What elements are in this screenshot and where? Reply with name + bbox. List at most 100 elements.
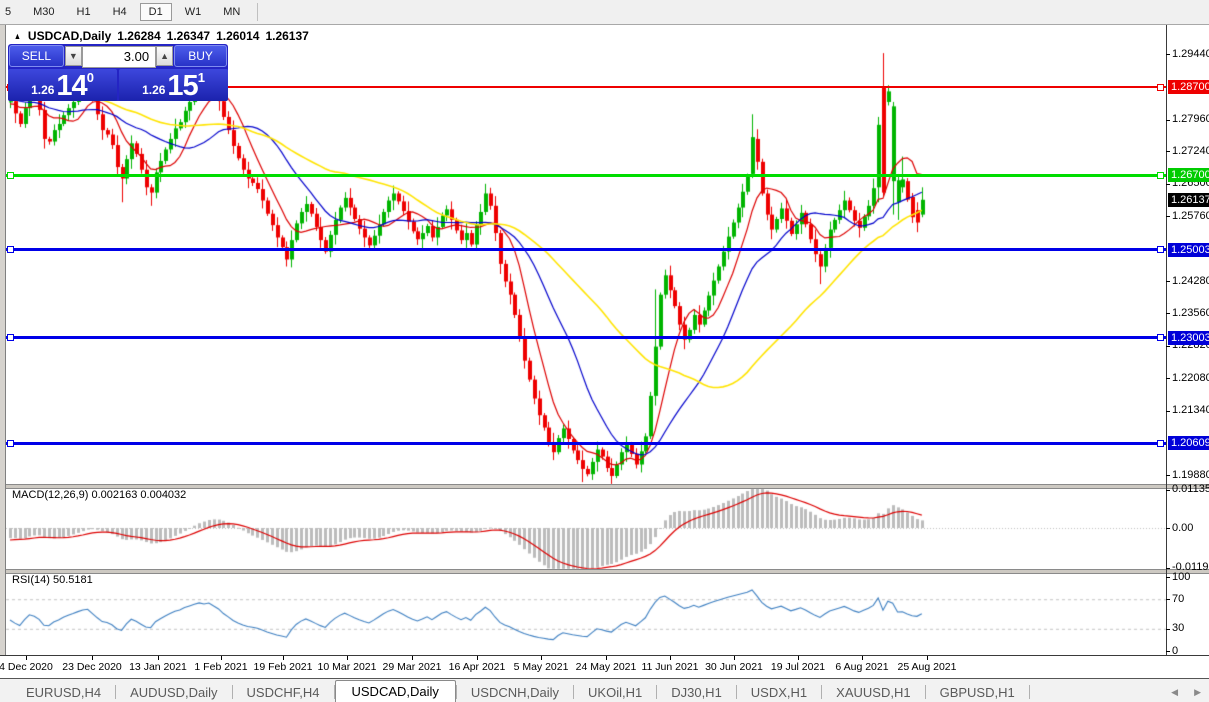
window-left-border	[5, 24, 6, 678]
buy-price-display[interactable]: 1.26 15 1	[119, 69, 228, 101]
macd-indicator-label: MACD(12,26,9) 0.002163 0.004032	[12, 489, 187, 501]
timeframe-button-mn[interactable]: MN	[223, 6, 241, 18]
tab-separator	[821, 685, 823, 699]
price-axis-tick-label: 1.27960	[1172, 113, 1209, 126]
one-click-collapse-icon[interactable]: ▲	[13, 31, 22, 41]
macd-axis-tick	[1166, 489, 1170, 491]
price-axis-tick	[1166, 378, 1170, 380]
tab-separator	[735, 685, 737, 699]
price-axis-tick	[1166, 281, 1170, 283]
buy-price-point: 1	[197, 70, 205, 85]
date-axis-label: 10 Mar 2021	[317, 661, 377, 673]
date-axis-label: 13 Jan 2021	[129, 661, 187, 673]
chart-tab-bar: EURUSD,H4 AUDUSD,Daily USDCHF,H4 USDCAD,Dai…	[0, 678, 1209, 702]
timeframe-button-h4[interactable]: H4	[112, 6, 127, 18]
rsi-axis-label: 70	[1172, 592, 1185, 605]
support-line-1-anchor[interactable]	[1157, 246, 1164, 254]
timeframe-button-h1[interactable]: H1	[76, 6, 91, 18]
rsi-indicator-label: RSI(14) 50.5181	[12, 574, 93, 586]
price-axis-tick	[1166, 345, 1170, 347]
price-axis-tick	[1166, 475, 1170, 477]
chart-tab-usdcnh-daily[interactable]: USDCNH,Daily	[470, 685, 560, 700]
support-line-3-anchor[interactable]	[7, 439, 14, 447]
timeframe-button-5[interactable]: 5	[5, 6, 12, 18]
price-axis-tick	[1166, 183, 1170, 185]
pivot-line[interactable]	[6, 171, 1166, 179]
macd-axis-label: 0.00	[1172, 521, 1194, 534]
date-axis-tick	[862, 656, 863, 660]
date-axis-tick	[412, 656, 413, 660]
toolbar-separator	[257, 3, 259, 21]
buy-price-pips: 15	[167, 70, 198, 102]
chart-tab-eurusd-h4[interactable]: EURUSD,H4	[26, 685, 102, 700]
date-axis-label: 23 Dec 2020	[62, 661, 122, 673]
support-line-2[interactable]	[6, 334, 1166, 342]
resistance-line-anchor[interactable]	[1157, 83, 1164, 91]
date-axis-label: 1 Feb 2021	[194, 661, 248, 673]
date-axis-tick	[26, 656, 27, 660]
chart-title: ▲ USDCAD,Daily 1.26284 1.26347 1.26014 1…	[13, 29, 309, 43]
tab-separator	[455, 685, 457, 699]
support-line-2-anchor[interactable]	[1157, 334, 1164, 342]
chart-tab-ukoil-h1[interactable]: UKOil,H1	[588, 685, 643, 700]
price-axis-tick	[1166, 151, 1170, 153]
chart-tab-usdx-h1[interactable]: USDX,H1	[750, 685, 808, 700]
timeframe-button-m30[interactable]: M30	[33, 6, 55, 18]
ohlc-high: 1.26347	[166, 29, 211, 43]
chart-tab-audusd-daily[interactable]: AUDUSD,Daily	[130, 685, 218, 700]
volume-input[interactable]: 3.00	[81, 46, 157, 68]
volume-increase-button[interactable]: ▲	[156, 46, 174, 66]
line-price-label: 1.25003	[1168, 242, 1209, 257]
price-axis-tick-label: 1.22080	[1172, 371, 1209, 384]
chart-tab-gbpusd-h1[interactable]: GBPUSD,H1	[939, 685, 1015, 700]
price-axis-tick	[1166, 54, 1170, 56]
support-line-1-anchor[interactable]	[7, 246, 14, 254]
date-axis-label: 24 May 2021	[575, 661, 637, 673]
price-axis-separator	[1166, 25, 1167, 656]
date-axis-tick	[734, 656, 735, 660]
tab-scroll-left-icon[interactable]: ◀	[1171, 687, 1179, 697]
pivot-line-anchor[interactable]	[7, 171, 14, 179]
macd-pane-splitter[interactable]	[6, 484, 1209, 489]
price-axis-tick-label: 1.25760	[1172, 209, 1209, 222]
support-line-3-anchor[interactable]	[1157, 439, 1164, 447]
date-axis-label: 30 Jun 2021	[705, 661, 763, 673]
buy-button[interactable]: BUY	[174, 45, 227, 67]
support-line-1[interactable]	[6, 246, 1166, 254]
date-axis-tick	[798, 656, 799, 660]
sell-price-point: 0	[86, 70, 94, 85]
chart-tab-usdcad-daily[interactable]: USDCAD,Daily	[334, 680, 456, 702]
ohlc-open: 1.26284	[117, 29, 161, 43]
tab-separator	[231, 685, 233, 699]
timeframe-button-w1[interactable]: W1	[184, 6, 202, 18]
support-line-2-anchor[interactable]	[7, 334, 14, 342]
pivot-line-anchor[interactable]	[1157, 171, 1164, 179]
sell-price-base: 1.26	[31, 83, 55, 97]
date-axis-separator	[0, 655, 1209, 656]
current-price-label: 1.26137	[1168, 192, 1209, 207]
sell-button[interactable]: SELL	[9, 45, 64, 67]
rsi-axis-tick	[1166, 628, 1170, 630]
window-left-strip	[0, 24, 5, 678]
rsi-pane-splitter[interactable]	[6, 569, 1209, 574]
tab-scroll-right-icon[interactable]: ▶	[1194, 687, 1201, 697]
rsi-axis-tick	[1166, 577, 1170, 578]
price-axis-tick	[1166, 410, 1170, 412]
chart-tab-dj30-h1[interactable]: DJ30,H1	[671, 685, 722, 700]
date-axis-tick	[477, 656, 478, 660]
timeframe-button-d1[interactable]: D1	[139, 3, 172, 21]
support-line-3[interactable]	[6, 439, 1166, 447]
date-axis-label: 16 Apr 2021	[448, 661, 506, 673]
volume-decrease-button[interactable]: ▼	[64, 46, 82, 66]
tab-scroll-nav: ◀ ▶	[1171, 687, 1201, 698]
sell-price-display[interactable]: 1.26 14 0	[8, 69, 117, 101]
chart-tab-usdchf-h4[interactable]: USDCHF,H4	[246, 685, 320, 700]
tab-separator	[333, 685, 335, 699]
macd-axis-tick	[1166, 567, 1170, 569]
chart-tab-xauusd-h1[interactable]: XAUUSD,H1	[836, 685, 911, 700]
rsi-axis-label: 100	[1172, 570, 1191, 583]
date-axis-tick	[670, 656, 671, 660]
line-price-label: 1.26700	[1168, 168, 1209, 182]
rsi-axis-label: 0	[1172, 644, 1179, 657]
